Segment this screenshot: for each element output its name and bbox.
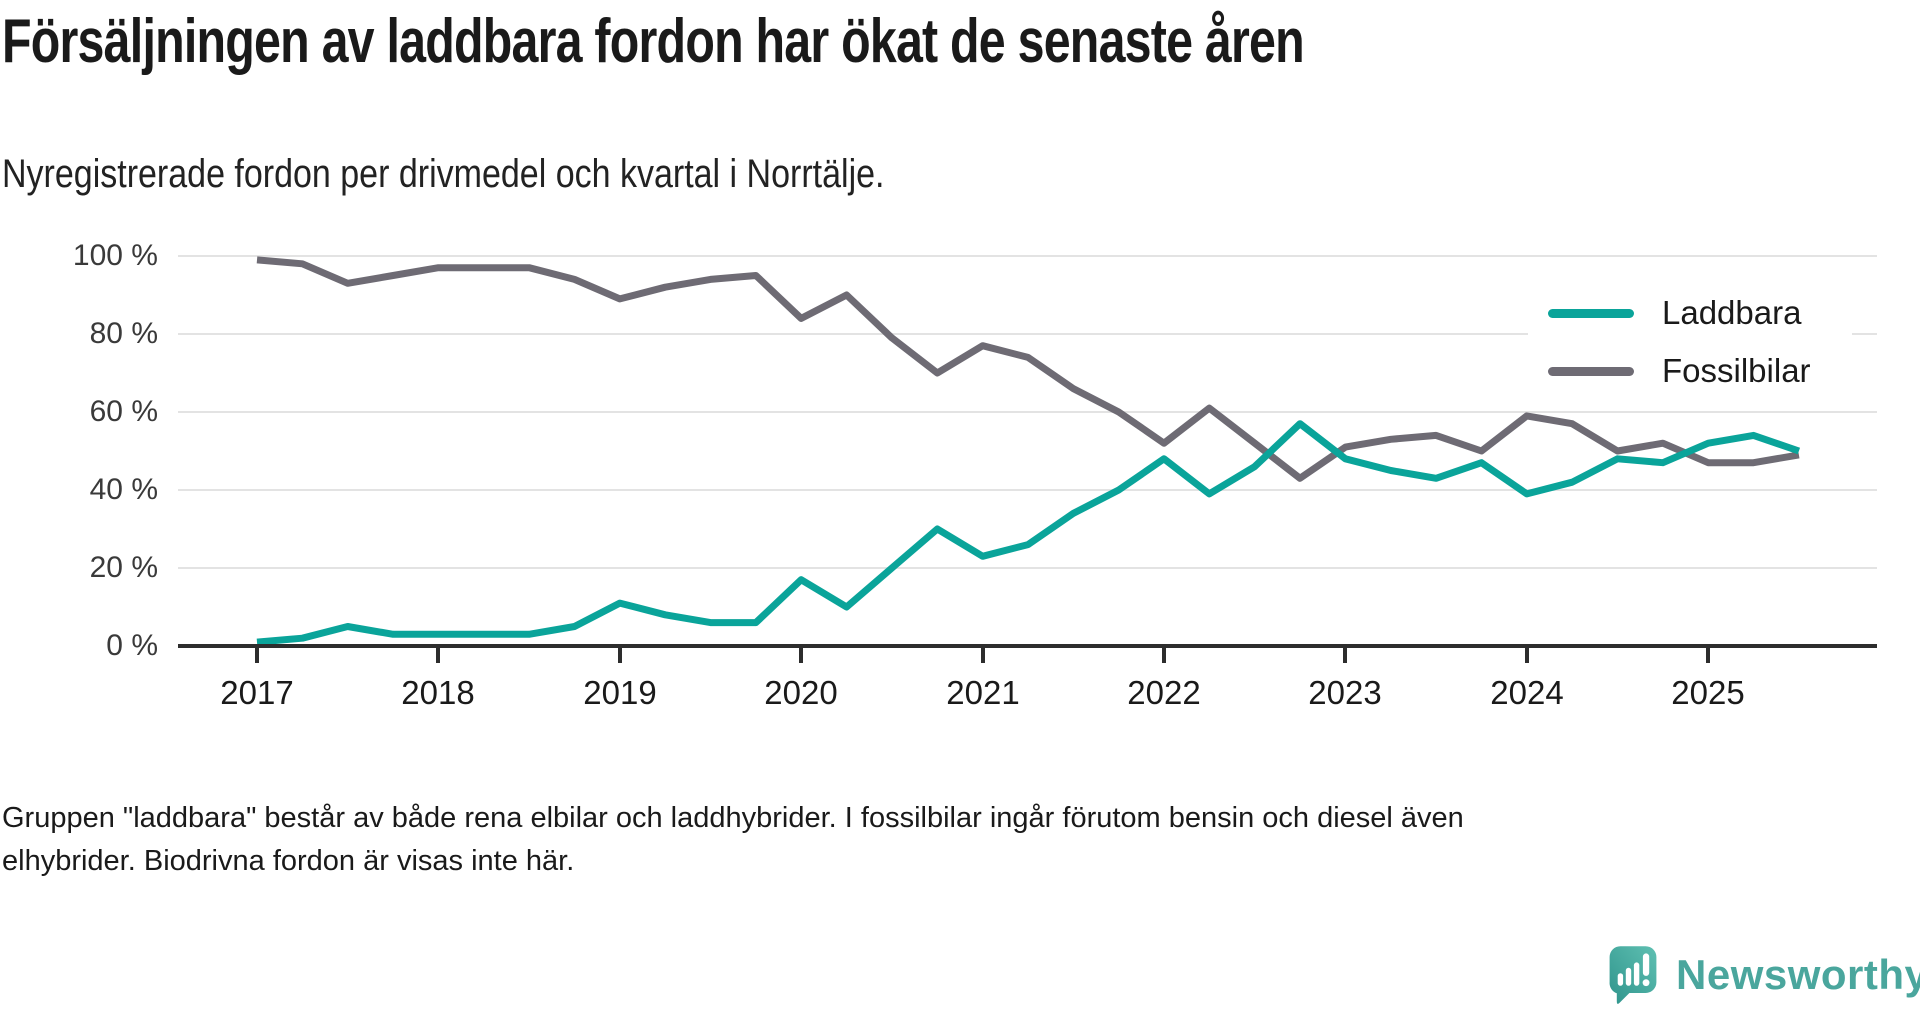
- page-title: Försäljningen av laddbara fordon har öka…: [2, 7, 1305, 76]
- x-axis-tick: [1162, 648, 1166, 663]
- x-tick-label: 2021: [946, 674, 1020, 711]
- y-tick-label: 60 %: [89, 395, 158, 428]
- fossilbilar-line: [256, 256, 1800, 482]
- x-tick-label: 2023: [1308, 674, 1382, 711]
- x-tick-label: 2025: [1671, 674, 1745, 711]
- gridline-80: [178, 333, 1877, 335]
- x-axis-line: [178, 644, 1877, 648]
- newsworthy-bubble-icon: [1609, 946, 1657, 1004]
- x-axis-tick: [618, 648, 622, 663]
- x-axis-tick: [436, 648, 440, 663]
- fossilbilar-swatch-icon: [1548, 366, 1634, 376]
- legend-item-laddbara: Laddbara: [1548, 293, 1801, 333]
- y-tick-label: 40 %: [89, 473, 158, 506]
- y-tick-label: 0 %: [106, 629, 158, 662]
- x-axis-tick: [1706, 648, 1710, 663]
- x-axis-tick: [799, 648, 803, 663]
- y-tick-label: 20 %: [89, 551, 158, 584]
- legend-item-fossilbilar: Fossilbilar: [1548, 351, 1811, 391]
- legend-label: Fossilbilar: [1662, 352, 1811, 389]
- brand-name: Newsworthy: [1676, 951, 1920, 998]
- footnote-line-1: Gruppen "laddbara" består av både rena e…: [2, 802, 1464, 834]
- y-tick-label: 100 %: [72, 239, 158, 272]
- gridline-60: [178, 411, 1877, 413]
- gridline-100: [178, 255, 1877, 257]
- x-tick-label: 2022: [1127, 674, 1201, 711]
- x-tick-label: 2017: [220, 674, 294, 711]
- gridline-40: [178, 489, 1877, 491]
- x-tick-label: 2024: [1490, 674, 1564, 711]
- newsworthy-logo: Newsworthy: [1606, 944, 1920, 1006]
- x-axis-tick: [1343, 648, 1347, 663]
- x-tick-label: 2019: [583, 674, 657, 711]
- chart-legend: Laddbara Fossilbilar: [1528, 281, 1852, 403]
- x-axis-tick: [255, 648, 259, 663]
- y-tick-label: 80 %: [89, 317, 158, 350]
- x-axis-tick: [981, 648, 985, 663]
- footnote: Gruppen "laddbara" består av både rena e…: [2, 797, 1464, 883]
- laddbara-swatch-icon: [1548, 308, 1634, 318]
- gridline-20: [178, 567, 1877, 569]
- laddbara-line: [256, 420, 1801, 646]
- x-tick-label: 2018: [401, 674, 475, 711]
- legend-label: Laddbara: [1662, 294, 1802, 331]
- footnote-line-2: elhybrider. Biodrivna fordon är visas in…: [2, 845, 575, 877]
- x-tick-label: 2020: [764, 674, 838, 711]
- x-axis-tick: [1525, 648, 1529, 663]
- page-subtitle: Nyregistrerade fordon per drivmedel och …: [2, 152, 885, 196]
